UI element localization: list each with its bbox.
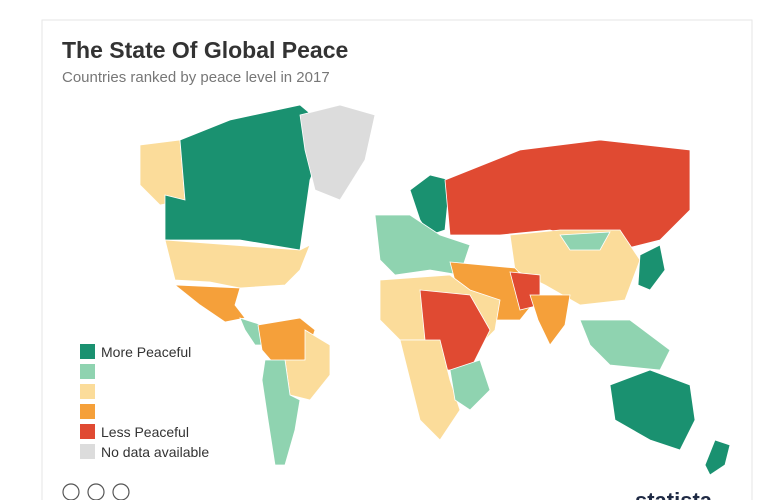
legend-swatch <box>80 344 95 359</box>
legend-swatch <box>80 384 95 399</box>
legend-label: No data available <box>101 444 209 460</box>
license-icons <box>62 483 130 500</box>
legend-swatch <box>80 364 95 379</box>
subtitle: Countries ranked by peace level in 2017 <box>62 69 330 86</box>
legend: More Peaceful Less Peaceful No data availa… <box>80 344 209 460</box>
world-map <box>139 104 731 476</box>
legend-swatch <box>80 404 95 419</box>
title: The State Of Global Peace <box>62 37 348 63</box>
legend-label: More Peaceful <box>101 344 191 360</box>
legend-swatch <box>80 444 95 459</box>
legend-label: Less Peaceful <box>101 424 189 440</box>
brand: statista <box>635 488 713 500</box>
legend-swatch <box>80 424 95 439</box>
